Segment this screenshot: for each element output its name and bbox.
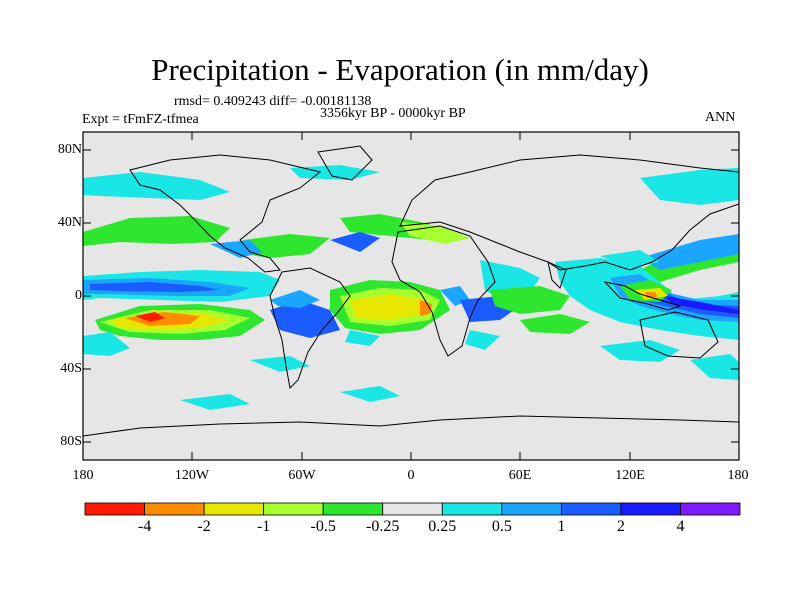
lat-label-40n: 40N	[57, 215, 82, 230]
colorbar-tick-label: 4	[676, 518, 685, 535]
coast-greenland	[317, 145, 373, 181]
coast-north-america	[129, 154, 322, 273]
lon-label-60e: 60E	[508, 468, 532, 483]
colorbar-box	[203, 502, 265, 516]
colorbar-tick-label: 2	[616, 518, 625, 535]
colorbar-box	[441, 502, 503, 516]
colorbar-tick-label: -0.25	[366, 518, 400, 535]
colorbar-tick-label: -1	[256, 518, 271, 535]
colorbar-box	[144, 502, 205, 516]
lat-label-40s: 40S	[60, 361, 82, 376]
coast-antarctica	[83, 415, 739, 437]
lon-label-120w: 120W	[174, 468, 210, 483]
colorbar-box	[680, 502, 741, 516]
stats-line: rmsd= 0.409243 diff= -0.00181138	[174, 94, 372, 109]
coast-india	[547, 261, 567, 289]
colorbar-tick-label: -0.5	[310, 518, 336, 535]
coast-south-america	[269, 267, 351, 390]
contour-fields	[83, 165, 739, 410]
colorbar-box	[501, 502, 562, 516]
colorbar-box	[382, 502, 443, 516]
colorbar-tick-label: 0.5	[491, 518, 512, 535]
colorbar	[84, 502, 741, 516]
lon-label-60w: 60W	[288, 468, 316, 483]
lon-label-0: 0	[407, 468, 415, 483]
colorbar-tick-label: 0.25	[428, 518, 457, 535]
experiment-label: Expt = tFmFZ-tfmea	[82, 112, 199, 127]
colorbar-tick-label: 1	[557, 518, 566, 535]
coast-maritime	[603, 281, 682, 311]
colorbar-tick-label: -4	[137, 518, 152, 535]
season-label: ANN	[705, 110, 736, 125]
lat-label-80n: 80N	[57, 142, 82, 157]
coastlines	[83, 145, 739, 437]
axis-ticks	[83, 132, 739, 460]
map-frame	[82, 131, 740, 461]
lon-label-120e: 120E	[615, 468, 645, 483]
period-label: 3356kyr BP - 0000kyr BP	[320, 106, 466, 121]
coast-eurasia	[399, 154, 739, 271]
colorbar-box	[84, 502, 145, 516]
colorbar-box	[322, 502, 384, 516]
coast-africa	[391, 225, 496, 357]
lat-label-80s: 80S	[60, 434, 82, 449]
colorbar-box	[620, 502, 681, 516]
map-title: Precipitation - Evaporation (in mm/day)	[151, 52, 649, 87]
colorbar-box	[560, 502, 622, 516]
lon-label-180w: 180	[72, 468, 94, 483]
lon-label-180e: 180	[727, 468, 749, 483]
colorbar-tick-label: -2	[197, 518, 211, 535]
coast-australia	[639, 311, 719, 359]
lat-label-eq: 0	[75, 288, 82, 303]
colorbar-box	[263, 502, 324, 516]
